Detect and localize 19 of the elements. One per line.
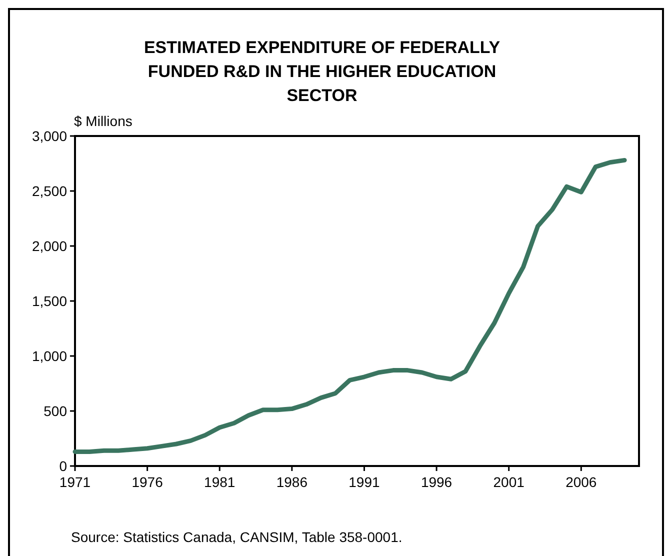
y-tick-label: 2,500 bbox=[32, 183, 68, 199]
chart-title: ESTIMATED EXPENDITURE OF FEDERALLY FUNDED R&D IN THE HIGHER EDUCATION SECTOR bbox=[144, 38, 501, 105]
y-tick-label: 3,000 bbox=[32, 128, 68, 144]
x-tick-label: 1981 bbox=[204, 474, 236, 490]
y-tick-label: 2,000 bbox=[32, 238, 68, 254]
x-tick-label: 1991 bbox=[348, 474, 380, 490]
y-tick-label: 1,500 bbox=[32, 293, 68, 309]
x-tick-label: 1971 bbox=[59, 474, 91, 490]
source-note: Source: Statistics Canada, CANSIM, Table 358-0001. bbox=[71, 529, 402, 545]
y-tick-label: 1,000 bbox=[32, 348, 68, 364]
line-series bbox=[72, 158, 627, 454]
x-tick-label: 2006 bbox=[566, 474, 597, 490]
x-tick-label: 2001 bbox=[493, 474, 525, 490]
y-tick-label: 0 bbox=[59, 458, 68, 474]
y-tick-label: 500 bbox=[44, 403, 68, 419]
x-tick-label: 1986 bbox=[276, 474, 308, 490]
x-tick-label: 1976 bbox=[132, 474, 164, 490]
x-tick-label: 1996 bbox=[420, 474, 452, 490]
y-axis-title: $ Millions bbox=[74, 113, 132, 129]
